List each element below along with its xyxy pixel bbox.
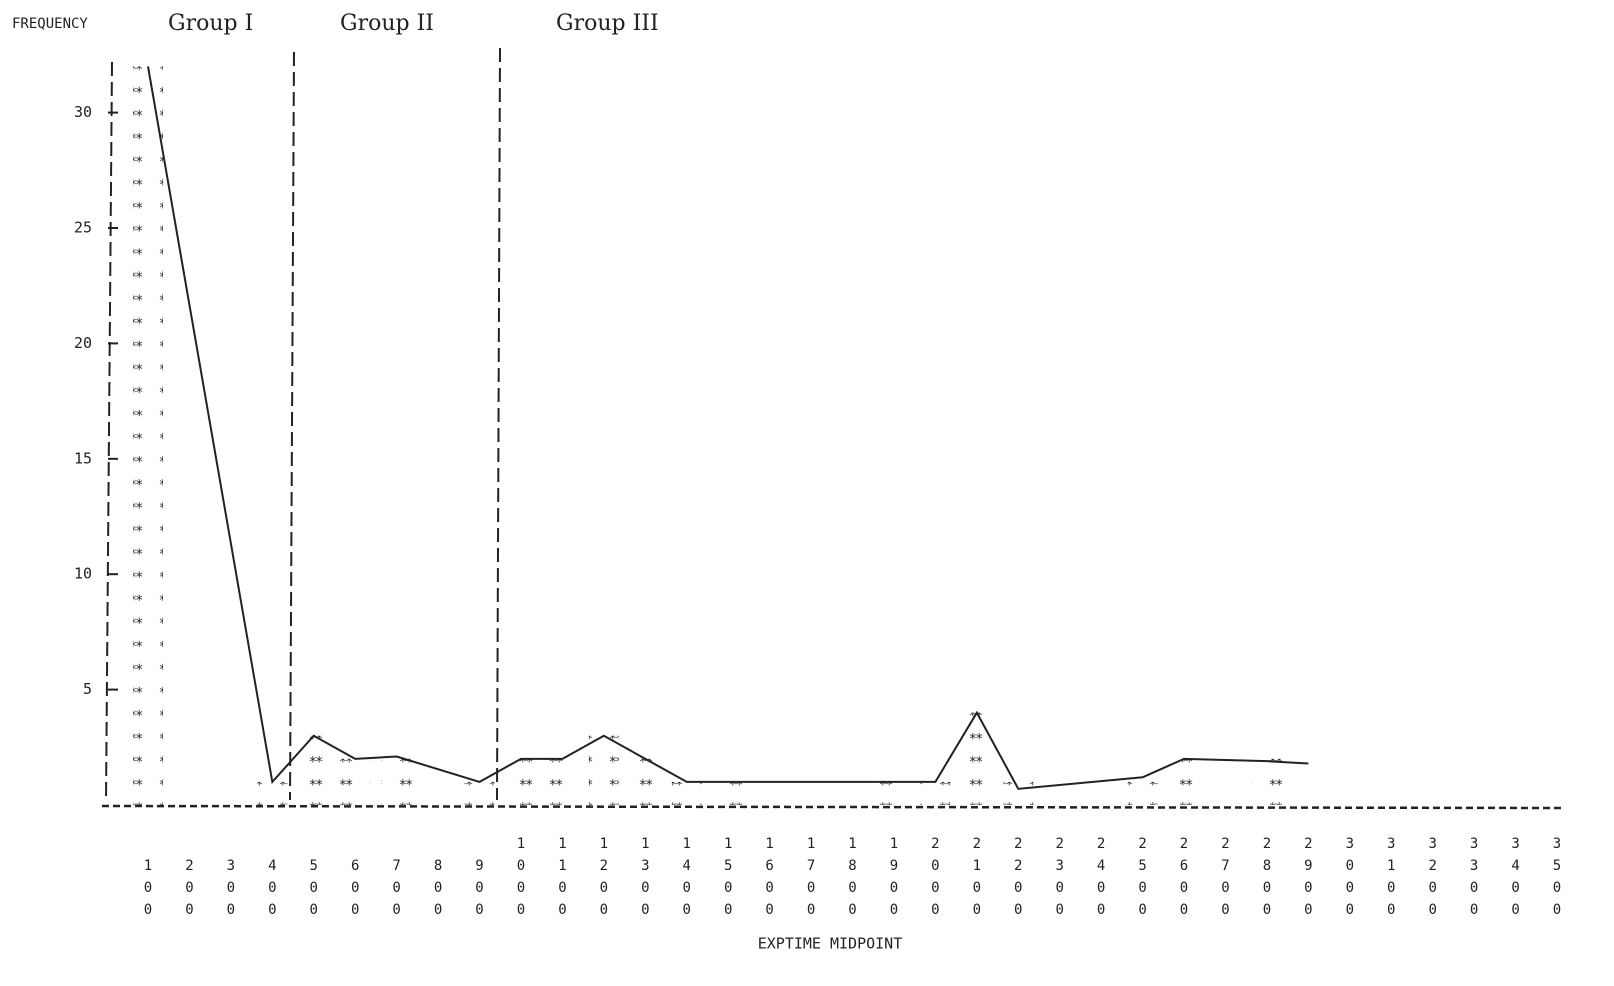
x-tick-label: 800	[430, 858, 446, 924]
y-tick-label: 10	[74, 565, 92, 583]
x-tick-label: 3200	[1425, 836, 1441, 924]
x-tick-label: 1500	[720, 836, 736, 924]
x-tick-label: 2100	[969, 836, 985, 924]
x-tick-label: 1400	[679, 836, 695, 924]
x-tick-label: 100	[140, 858, 156, 924]
x-tick-label: 2900	[1300, 836, 1316, 924]
x-tick-label: 1700	[803, 836, 819, 924]
x-axis-label: EXPTIME MIDPOINT	[758, 935, 903, 953]
bar	[878, 781, 909, 805]
bar	[1169, 758, 1200, 805]
y-tick-label: 20	[74, 334, 92, 352]
group-label: Group III	[556, 11, 659, 36]
x-tick-label: 3100	[1383, 836, 1399, 924]
x-axis	[101, 804, 1563, 810]
x-tick-label: 600	[347, 858, 363, 924]
x-tick-label: 1100	[554, 836, 570, 924]
bar	[1003, 781, 1034, 805]
x-tick-label: 1900	[886, 836, 902, 924]
x-tick-label: 2300	[1052, 836, 1068, 924]
bar	[961, 712, 992, 805]
bar	[1127, 781, 1158, 805]
x-tick-label: 500	[306, 858, 322, 924]
bar	[920, 781, 951, 805]
x-tick-label: 3500	[1549, 836, 1565, 924]
group-label: Group II	[340, 11, 434, 36]
y-tick-label: 25	[74, 219, 92, 237]
bar	[257, 781, 288, 805]
group-label: Group I	[168, 11, 253, 36]
x-tick-label: 300	[223, 858, 239, 924]
bar	[133, 66, 163, 805]
x-tick-label: 1200	[596, 836, 612, 924]
group-divider	[496, 47, 501, 801]
x-tick-label: 1000	[513, 836, 529, 924]
y-axis-label: FREQUENCY	[12, 16, 88, 32]
x-tick-label: 3300	[1466, 836, 1482, 924]
x-tick-label: 2400	[1093, 836, 1109, 924]
bar	[340, 758, 371, 805]
x-tick-label: 200	[181, 858, 197, 924]
frequency-line	[147, 66, 1309, 790]
bar	[464, 781, 495, 805]
y-tick-label: 15	[74, 449, 92, 467]
y-tick-label: 30	[74, 103, 92, 121]
x-tick-label: 3000	[1342, 836, 1358, 924]
x-tick-label: 900	[472, 858, 488, 924]
x-tick-label: 3400	[1508, 836, 1524, 924]
x-tick-label: 1800	[845, 836, 861, 924]
x-tick-label: 2800	[1259, 836, 1275, 924]
x-tick-label: 400	[264, 858, 280, 924]
group-divider	[289, 51, 295, 801]
bar	[505, 758, 536, 805]
x-tick-label: 700	[389, 858, 405, 924]
bar	[547, 758, 578, 805]
bar	[1251, 758, 1282, 805]
y-tick-label: 5	[83, 680, 92, 698]
bar	[671, 781, 702, 805]
x-tick-label: 2000	[927, 836, 943, 924]
x-tick-label: 2200	[1010, 836, 1026, 924]
x-tick-label: 2600	[1176, 836, 1192, 924]
bar	[588, 735, 619, 805]
bar	[713, 781, 744, 805]
bar	[630, 758, 661, 805]
x-tick-label: 1600	[762, 836, 778, 924]
x-tick-label: 2700	[1217, 836, 1233, 924]
y-axis	[105, 61, 113, 801]
x-tick-label: 2500	[1135, 836, 1151, 924]
bar	[381, 758, 412, 805]
x-tick-label: 1300	[637, 836, 653, 924]
